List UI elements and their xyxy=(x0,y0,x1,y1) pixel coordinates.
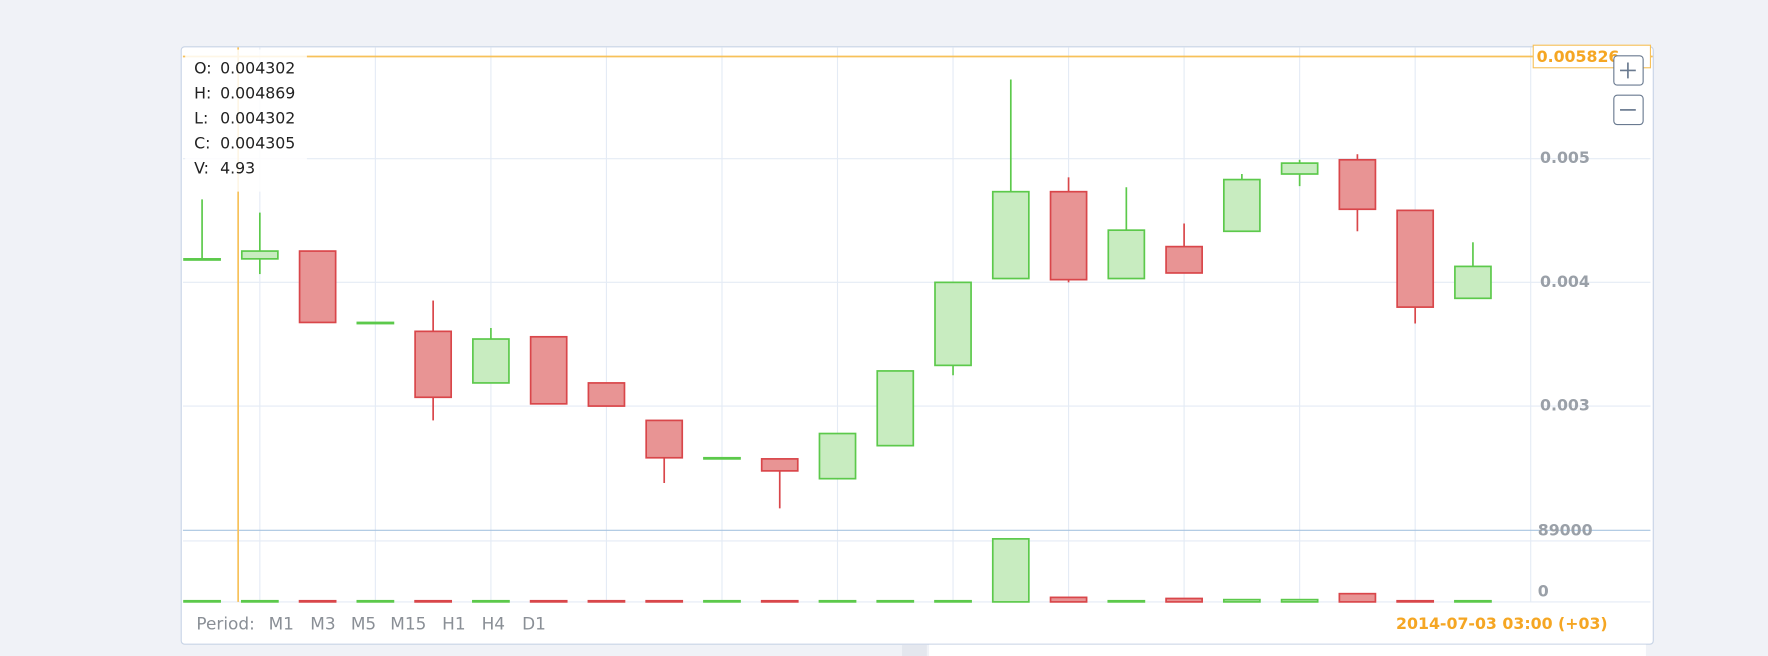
candle-body xyxy=(991,190,1030,280)
tooltip-value: 0.004302 xyxy=(220,108,295,127)
volume-bar xyxy=(760,599,799,603)
candle-body xyxy=(414,330,453,399)
volume-bar xyxy=(183,599,221,603)
tooltip-label: L: xyxy=(194,108,208,127)
volume-bar xyxy=(1165,597,1203,603)
tooltip-text: O: 0.004302 H: 0.004869 L: 0.004302 C: 0.004305… xyxy=(194,58,295,177)
period-option[interactable]: M5 xyxy=(351,613,376,633)
candle-body xyxy=(183,258,221,261)
zoom-in[interactable] xyxy=(1613,55,1644,86)
period-option[interactable]: M15 xyxy=(390,613,426,633)
candle-body xyxy=(645,419,684,459)
volume-tick-label: 89000 xyxy=(1538,520,1593,539)
tooltip-label: O: xyxy=(194,58,211,77)
time-label: 2014-07-03 03:00 (+03) xyxy=(1396,614,1608,633)
volume-bar xyxy=(472,599,510,603)
candle-body xyxy=(240,250,279,260)
volume-bar xyxy=(991,538,1030,603)
candle-body xyxy=(298,250,337,324)
period-option[interactable]: H1 xyxy=(442,613,465,633)
tooltip-value: 0.004305 xyxy=(220,133,295,152)
candle-body xyxy=(1396,209,1435,308)
tooltip-value: 0.004302 xyxy=(220,58,295,77)
volume-bar xyxy=(818,599,857,603)
candle-body xyxy=(876,370,915,447)
volume-bar xyxy=(1280,598,1319,603)
period-option[interactable]: D1 xyxy=(522,613,546,633)
tooltip-value: 0.004869 xyxy=(220,83,295,102)
candle-body xyxy=(1049,190,1088,281)
volume-bar xyxy=(645,599,684,603)
volume-bar xyxy=(298,599,337,603)
y-tick-label: 0.005 xyxy=(1540,148,1590,167)
volume-bar xyxy=(1222,598,1261,603)
candle-body xyxy=(1338,158,1377,211)
volume-bar xyxy=(1107,599,1146,603)
candle-body xyxy=(587,382,626,407)
tooltip-label: V: xyxy=(194,158,209,177)
candle-body xyxy=(818,432,857,480)
candle-body xyxy=(1165,245,1203,274)
chart-panel xyxy=(180,46,1654,645)
y-tick-label: 0.004 xyxy=(1540,272,1590,291)
volume-bar xyxy=(1338,592,1377,603)
period-option[interactable]: H4 xyxy=(482,613,505,633)
volume-bar xyxy=(703,599,741,603)
candle-body xyxy=(529,335,568,405)
candle-body xyxy=(356,321,395,325)
volume-bar xyxy=(240,599,279,603)
candle-body xyxy=(703,456,741,460)
zoom-out[interactable] xyxy=(1613,94,1644,126)
candle-body xyxy=(1107,229,1146,280)
marks xyxy=(183,79,1492,603)
candle-body xyxy=(1454,265,1492,300)
volume-bar xyxy=(356,599,395,603)
scroll-segment xyxy=(902,644,927,656)
volume-bar xyxy=(876,599,915,603)
period-label: Period: xyxy=(196,613,254,633)
y-tick-label: 0.003 xyxy=(1540,396,1590,415)
volume-bar xyxy=(414,599,453,603)
last-price-label: 0.005826 xyxy=(1537,47,1620,66)
plus-icon xyxy=(1620,62,1636,79)
ohlc-tooltip xyxy=(185,49,307,192)
tooltip-value: 4.93 xyxy=(220,158,255,177)
scroll-segment xyxy=(929,644,1646,656)
footer: Period: M1 M3 M5 M15 H1 H4 D1 2014-07-03 03:00 (… xyxy=(196,613,1607,633)
volume-bar xyxy=(1454,599,1492,603)
candle-body xyxy=(760,458,799,472)
volume-bar xyxy=(529,599,568,603)
volume-bar xyxy=(587,599,626,603)
period-option[interactable]: M1 xyxy=(269,613,294,633)
volume-bar xyxy=(934,599,972,603)
candle-body xyxy=(1222,178,1261,233)
volume-bar xyxy=(1396,599,1435,603)
candle-body xyxy=(934,281,972,367)
candle-body xyxy=(472,338,510,384)
volume-tick-label: 0 xyxy=(1538,581,1549,600)
volume-bar xyxy=(1049,596,1088,603)
tooltip-label: C: xyxy=(194,133,210,152)
tooltip-label: H: xyxy=(194,83,211,102)
period-option[interactable]: M3 xyxy=(310,613,335,633)
candle-body xyxy=(1280,162,1319,175)
